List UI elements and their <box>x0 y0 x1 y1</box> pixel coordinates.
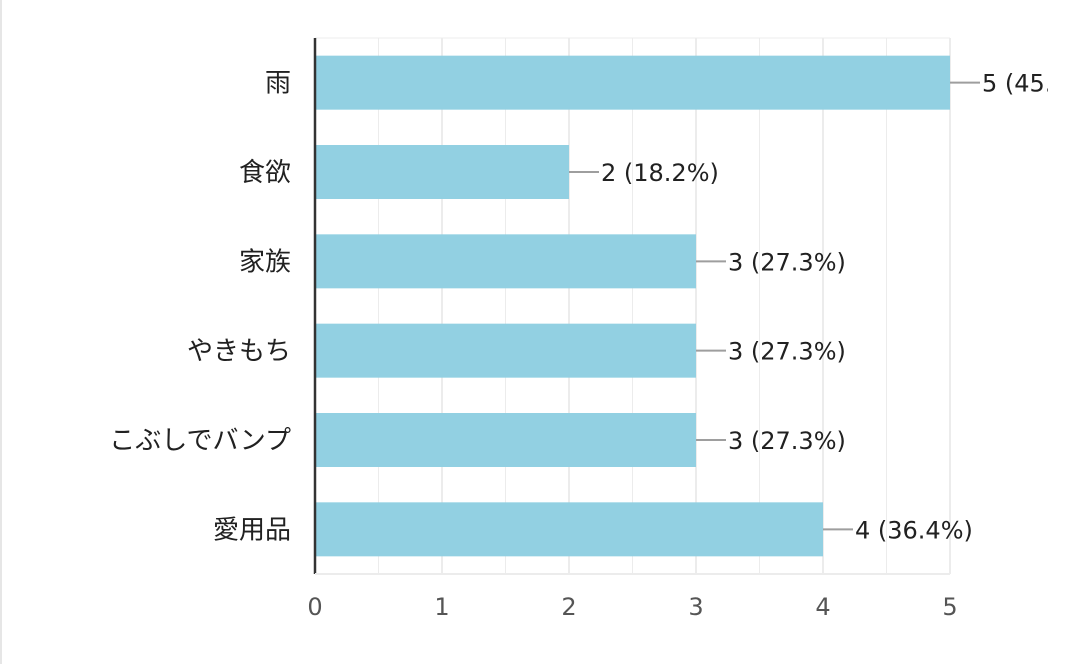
data-label: 3 (27.3%) <box>728 427 846 455</box>
x-tick-label: 2 <box>561 593 576 621</box>
bar <box>315 234 696 289</box>
data-label: 4 (36.4%) <box>855 516 973 544</box>
category-label: 食欲 <box>239 158 291 188</box>
category-label: やきもち <box>187 337 291 367</box>
category-label: 家族 <box>239 247 291 277</box>
data-labels: 5 (45. 2 (18.2%) 3 (27.3%) 3 (27.3%) 3 (27.3… <box>569 70 1052 544</box>
category-label: 愛用品 <box>213 515 291 545</box>
bar <box>315 55 950 110</box>
x-tick-label: 4 <box>815 593 830 621</box>
data-label: 3 (27.3%) <box>728 248 846 276</box>
gridlines <box>314 37 951 574</box>
x-tick-label: 1 <box>434 593 449 621</box>
data-label: 3 (27.3%) <box>728 338 846 366</box>
bar <box>315 413 696 467</box>
category-label: 雨 <box>265 69 291 99</box>
x-tick-label: 5 <box>942 593 957 621</box>
x-tick-label: 3 <box>688 593 703 621</box>
bar <box>315 145 569 199</box>
bar <box>315 502 823 557</box>
x-tick-labels: 0 1 2 3 4 5 <box>307 593 957 621</box>
data-label: 2 (18.2%) <box>601 159 719 187</box>
bar <box>315 323 696 378</box>
data-label: 5 (45. <box>982 70 1052 98</box>
bars <box>315 55 950 557</box>
x-tick-label: 0 <box>307 593 322 621</box>
category-label: こぶしでバンプ <box>109 426 291 456</box>
